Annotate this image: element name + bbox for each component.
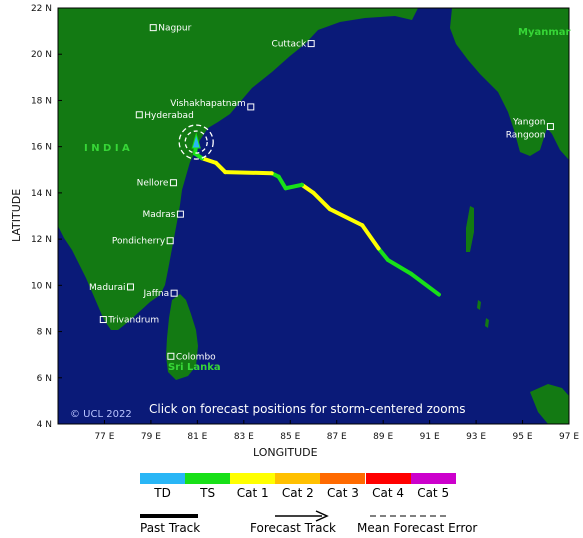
copyright-text: © UCL 2022 bbox=[70, 409, 132, 420]
city-markers: Nagpur Cuttack Vishakhapatnam Hyderabad Nell… bbox=[89, 24, 554, 362]
lon-tick-label: 95 E bbox=[513, 432, 533, 442]
forecast-track-label: Forecast Track bbox=[250, 521, 336, 535]
track-segment[interactable] bbox=[283, 182, 304, 191]
track-segment[interactable] bbox=[200, 156, 218, 165]
track-segment[interactable] bbox=[385, 257, 414, 276]
lon-tick-label: 93 E bbox=[466, 432, 486, 442]
legend-category-label: Cat 2 bbox=[281, 486, 314, 500]
forecast-error-inner-circle bbox=[184, 130, 208, 154]
lat-tick-label: 16 N bbox=[31, 143, 52, 153]
lat-tick-label: 6 N bbox=[37, 374, 52, 384]
city-label: Madurai bbox=[89, 283, 125, 293]
longitude-tick-labels: 77 E 79 E 81 E 83 E 85 E 87 E 89 E 91 E 93 E 95 E… bbox=[94, 420, 579, 442]
track-segment[interactable] bbox=[299, 182, 316, 195]
lat-tick-label: 10 N bbox=[31, 281, 52, 291]
india-landmass bbox=[58, 8, 418, 330]
city-label: Jaffna bbox=[143, 289, 170, 299]
legend-color-swatch bbox=[275, 473, 321, 484]
city-marker bbox=[170, 289, 178, 297]
city-label: Vishakhapatnam bbox=[170, 99, 246, 109]
lat-tick-label: 18 N bbox=[31, 96, 52, 106]
lat-tick-label: 20 N bbox=[31, 50, 52, 60]
past-track-label: Past Track bbox=[140, 521, 201, 535]
track-segment[interactable] bbox=[360, 223, 381, 251]
forecast-error-circle bbox=[178, 124, 214, 160]
city-marker bbox=[167, 352, 175, 360]
track-segment[interactable] bbox=[327, 207, 365, 228]
city-marker bbox=[307, 40, 315, 48]
city-marker bbox=[247, 103, 255, 111]
lon-tick-label: 91 E bbox=[420, 432, 440, 442]
lat-tick-label: 8 N bbox=[37, 328, 52, 338]
latitude-tick-labels: 22 N 20 N 18 N 16 N 14 N 12 N 10 N 8 N 6 N 4 N bbox=[31, 4, 62, 430]
track-segment[interactable] bbox=[311, 190, 332, 212]
andaman-islands bbox=[466, 206, 474, 252]
sri-lanka-label: Sri Lanka bbox=[168, 362, 221, 373]
storm-symbol-icon[interactable] bbox=[191, 132, 201, 149]
lon-tick-label: 77 E bbox=[94, 432, 114, 442]
lon-tick-label: 97 E bbox=[559, 432, 579, 442]
lat-tick-label: 12 N bbox=[31, 235, 52, 245]
lat-tick-label: 22 N bbox=[31, 4, 52, 14]
city-marker bbox=[149, 24, 157, 32]
y-axis-label: LATITUDE bbox=[10, 189, 23, 242]
forecast-arrow-icon bbox=[315, 510, 329, 522]
peninsula-landmass bbox=[530, 384, 569, 424]
city-label: Trivandrum bbox=[107, 316, 159, 326]
myanmar-label: Myanmar bbox=[518, 27, 571, 38]
city-label: Pondicherry bbox=[112, 237, 166, 247]
legend-category-label: TD bbox=[154, 486, 171, 500]
city-label: Colombo bbox=[176, 352, 216, 362]
legend-category-label: Cat 5 bbox=[417, 486, 450, 500]
legend-category-label: Cat 4 bbox=[372, 486, 404, 500]
track-segment[interactable] bbox=[276, 174, 288, 191]
lon-tick-label: 83 E bbox=[234, 432, 254, 442]
lon-tick-label: 87 E bbox=[327, 432, 347, 442]
city-label: Madras bbox=[143, 210, 176, 220]
legend-color-swatch bbox=[140, 473, 186, 484]
legend-category-label: Cat 3 bbox=[326, 486, 359, 500]
legend-line-samples bbox=[140, 510, 447, 522]
city-label: Nellore bbox=[137, 179, 169, 189]
city-marker bbox=[546, 123, 554, 131]
city-label: Rangoon bbox=[506, 131, 546, 141]
lat-tick-label: 14 N bbox=[31, 189, 52, 199]
track-segment[interactable] bbox=[223, 170, 274, 176]
storm-track[interactable] bbox=[193, 142, 441, 297]
city-label: Yangon bbox=[512, 118, 545, 128]
legend-category-label: Cat 1 bbox=[236, 486, 269, 500]
city-marker bbox=[126, 283, 134, 291]
lon-tick-label: 79 E bbox=[141, 432, 161, 442]
lon-tick-label: 89 E bbox=[373, 432, 393, 442]
map-frame-border bbox=[57, 7, 570, 425]
x-axis-label: LONGITUDE bbox=[253, 446, 318, 459]
storm-position-marker[interactable] bbox=[178, 124, 214, 160]
city-label: Nagpur bbox=[158, 24, 191, 34]
track-segment[interactable] bbox=[409, 271, 441, 297]
legend-color-swatch bbox=[365, 473, 411, 484]
legend-color-swatch bbox=[185, 473, 231, 484]
city-marker bbox=[135, 111, 143, 119]
city-marker bbox=[166, 237, 174, 245]
lat-tick-label: 4 N bbox=[37, 420, 52, 430]
india-label: I N D I A bbox=[84, 143, 130, 154]
zoom-instruction: Click on forecast positions for storm-ce… bbox=[149, 402, 466, 416]
city-label: Cuttack bbox=[271, 40, 307, 50]
mean-error-label: Mean Forecast Error bbox=[357, 521, 478, 535]
city-marker bbox=[99, 316, 107, 324]
myanmar-landmass bbox=[450, 8, 569, 160]
city-label: Hyderabad bbox=[144, 111, 194, 121]
lon-tick-label: 85 E bbox=[280, 432, 300, 442]
city-marker bbox=[169, 179, 177, 187]
legend-color-swatch bbox=[320, 473, 366, 484]
track-segment[interactable] bbox=[213, 160, 228, 175]
legend-color-swatch bbox=[230, 473, 276, 484]
lon-tick-label: 81 E bbox=[187, 432, 207, 442]
legend-color-swatch bbox=[410, 473, 456, 484]
nicobar-islands bbox=[477, 300, 489, 328]
track-segment[interactable] bbox=[376, 246, 390, 262]
city-marker bbox=[176, 210, 184, 218]
legend-category-label: TS bbox=[200, 486, 216, 500]
